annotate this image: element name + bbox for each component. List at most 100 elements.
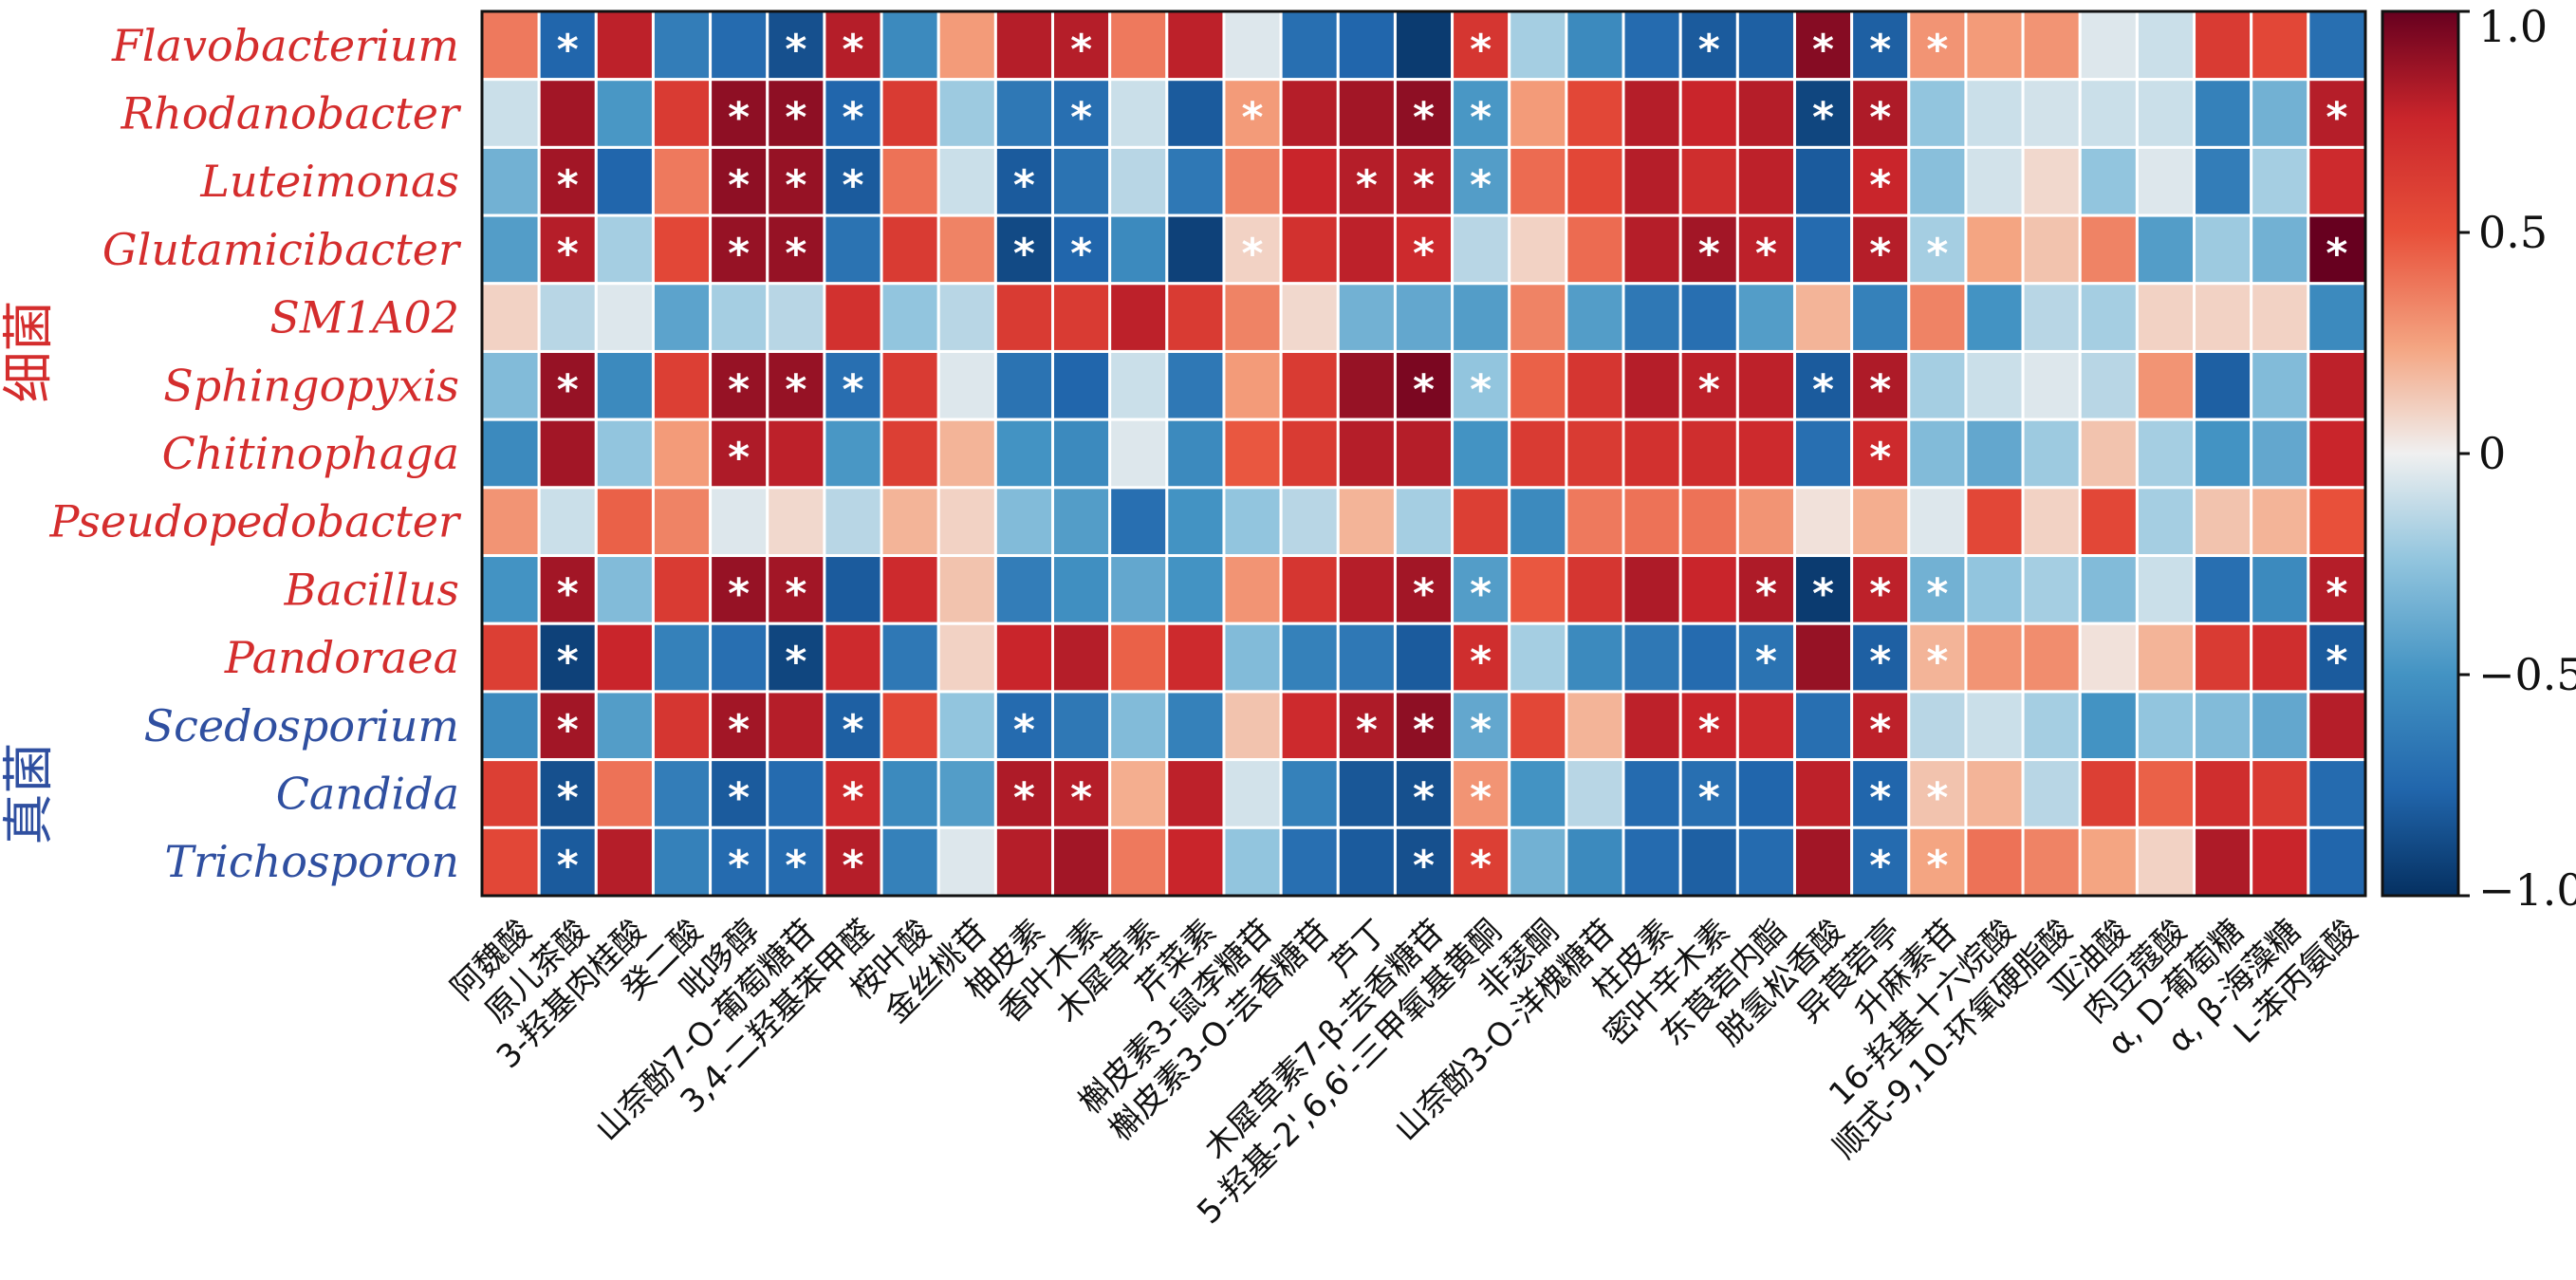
heatmap-cell [651,9,713,82]
significance-marker: * [1070,773,1092,822]
significance-marker: * [842,161,863,210]
heatmap-cell [823,486,883,558]
heatmap-cell [1222,690,1283,762]
group-label-bacteria: 细菌 [0,300,59,402]
significance-marker: * [728,569,750,618]
heatmap-cell [1222,486,1283,558]
significance-marker: * [1470,638,1492,686]
row-label: Luteimonas [199,156,459,207]
heatmap-cell [1279,690,1340,762]
heatmap-cell [823,213,883,286]
heatmap-cell [2135,826,2196,898]
heatmap-cell [1165,554,1226,625]
heatmap-cell [1565,9,1625,82]
heatmap-cell [1622,826,1682,898]
significance-marker: * [728,161,750,210]
significance-marker: * [1070,94,1092,142]
heatmap-cell [594,486,655,558]
row-label: Candida [276,768,459,819]
heatmap-cell [823,282,883,353]
heatmap-cell [2250,690,2310,762]
significance-marker: * [842,26,863,74]
heatmap-cell [1735,349,1796,421]
heatmap-cell [1279,282,1340,353]
heatmap-cell [2078,826,2139,898]
heatmap-cell [1165,758,1226,829]
heatmap-cell [1165,621,1226,694]
significance-marker: * [2326,638,2347,686]
heatmap-cell [651,758,713,829]
significance-marker: * [1869,161,1891,210]
heatmap-cell [1279,145,1340,217]
heatmap-cell [936,417,997,490]
significance-marker: * [1812,26,1834,74]
colorbar: 1.0 0.5 0 −0.5 −1.0 [2381,1,2576,916]
significance-marker: * [1869,26,1891,74]
significance-marker: * [557,638,579,686]
heatmap-cell [1051,349,1112,421]
significance-marker: * [1698,773,1720,822]
heatmap-cell [1279,417,1340,490]
heatmap-cell [1792,213,1854,286]
heatmap-cell [880,9,940,82]
heatmap-cell [709,78,769,149]
heatmap-cell [1792,690,1854,762]
significance-marker: * [1869,842,1891,890]
significance-marker: * [1926,230,1948,278]
significance-marker: * [557,230,579,278]
colorbar-tick-label: 0 [2478,428,2506,479]
significance-marker: * [785,230,806,278]
heatmap-cell [2193,486,2253,558]
heatmap-cell [1964,282,2025,353]
heatmap-cell [1165,282,1226,353]
heatmap-cell [1565,78,1625,149]
significance-marker: * [785,365,806,414]
heatmap-cell [651,78,713,149]
heatmap-cell [2307,145,2367,217]
heatmap-cell [993,9,1055,82]
heatmap-cell [1678,213,1739,286]
heatmap-cell [1336,554,1397,625]
heatmap-cell [880,554,940,625]
significance-marker: * [1242,94,1264,142]
significance-marker: * [1926,773,1948,822]
heatmap-cell [2193,349,2253,421]
heatmap-cell [1622,9,1682,82]
heatmap-cell [1792,621,1854,694]
heatmap-cell [2078,282,2139,353]
heatmap-cell [2193,690,2253,762]
heatmap-cell [1165,349,1226,421]
heatmap-cell [1108,486,1169,558]
heatmap-cell [993,78,1055,149]
heatmap-cell [2307,621,2367,694]
heatmap-cell [1735,9,1796,82]
heatmap-cell [2193,9,2253,82]
heatmap-cell [1051,826,1112,898]
heatmap-cell [880,213,940,286]
heatmap-cell [1678,282,1739,353]
heatmap-cell [594,758,655,829]
heatmap-cell [2135,621,2196,694]
heatmap-cell [2250,9,2310,82]
heatmap-cell [709,758,769,829]
heatmap-cell [1451,486,1511,558]
heatmap-cell [1393,349,1455,421]
heatmap-cell [480,282,541,353]
heatmap-cell [1565,145,1625,217]
heatmap-cell [936,213,997,286]
colorbar-tick-label: 1.0 [2478,1,2548,52]
heatmap-cell [2021,282,2082,353]
heatmap-cell [2078,690,2139,762]
heatmap-cell [823,621,883,694]
heatmap-cell [2021,9,2082,82]
heatmap-cell [936,758,997,829]
heatmap-cell [651,690,713,762]
heatmap-cell [1336,826,1397,898]
heatmap-cell [1165,145,1226,217]
heatmap-cell [594,282,655,353]
heatmap-cell [880,690,940,762]
significance-marker: * [1470,842,1492,890]
heatmap-cell [2078,758,2139,829]
heatmap-cell [1451,621,1511,694]
heatmap-cell [1622,690,1682,762]
